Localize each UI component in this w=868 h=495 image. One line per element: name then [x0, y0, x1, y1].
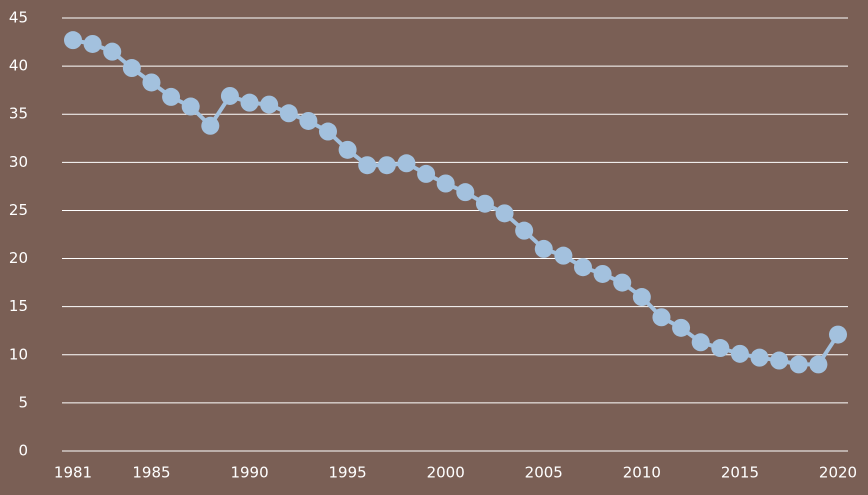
point: [829, 325, 847, 344]
y-tick-label: 15: [9, 297, 28, 315]
point: [515, 221, 534, 240]
x-tick-label: 2015: [721, 464, 759, 482]
point: [574, 258, 592, 277]
point: [456, 183, 475, 202]
point: [260, 95, 279, 114]
point: [632, 288, 651, 307]
point: [279, 104, 298, 123]
point: [64, 31, 82, 50]
y-tick-label: 10: [9, 345, 28, 363]
point: [377, 156, 396, 175]
point: [83, 34, 102, 53]
point: [534, 239, 553, 258]
x-tick-label: 2020: [819, 464, 857, 482]
y-tick-label: 0: [18, 442, 28, 460]
point: [181, 97, 200, 116]
point: [299, 111, 318, 130]
point: [122, 59, 141, 78]
x-tick-label: 2000: [427, 464, 465, 482]
point: [142, 73, 161, 92]
point: [495, 204, 514, 223]
point: [554, 246, 573, 265]
point: [338, 140, 357, 159]
y-tick-label: 40: [9, 57, 28, 75]
y-tick-label: 20: [9, 249, 28, 267]
y-tick-label: 25: [9, 201, 28, 219]
x-tick-label: 1981: [54, 464, 92, 482]
y-tick-label: 5: [18, 393, 28, 411]
x-tick-label: 2010: [623, 464, 661, 482]
point: [358, 156, 377, 175]
y-tick-label: 35: [9, 105, 28, 123]
point: [789, 355, 808, 374]
point: [475, 194, 494, 213]
point: [319, 122, 337, 141]
x-tick-label: 1995: [329, 464, 367, 482]
line: [72, 38, 840, 367]
point: [240, 93, 259, 112]
point: [613, 273, 632, 292]
point: [730, 344, 749, 363]
point: [220, 86, 239, 105]
point: [652, 308, 671, 327]
x-tick-label: 1985: [132, 464, 170, 482]
point: [750, 348, 769, 367]
y-tick-label: 30: [9, 153, 28, 171]
point: [103, 42, 122, 61]
y-tick-label: 45: [9, 9, 28, 27]
x-tick-label: 1990: [230, 464, 268, 482]
point: [397, 154, 416, 173]
point: [201, 116, 220, 135]
point: [711, 339, 730, 358]
point: [417, 164, 436, 183]
point: [162, 87, 181, 106]
point: [593, 264, 612, 283]
point: [672, 318, 691, 337]
x-tick-label: 2005: [525, 464, 563, 482]
point: [770, 351, 789, 370]
point: [691, 333, 710, 352]
point: [436, 174, 455, 193]
point: [809, 355, 828, 374]
